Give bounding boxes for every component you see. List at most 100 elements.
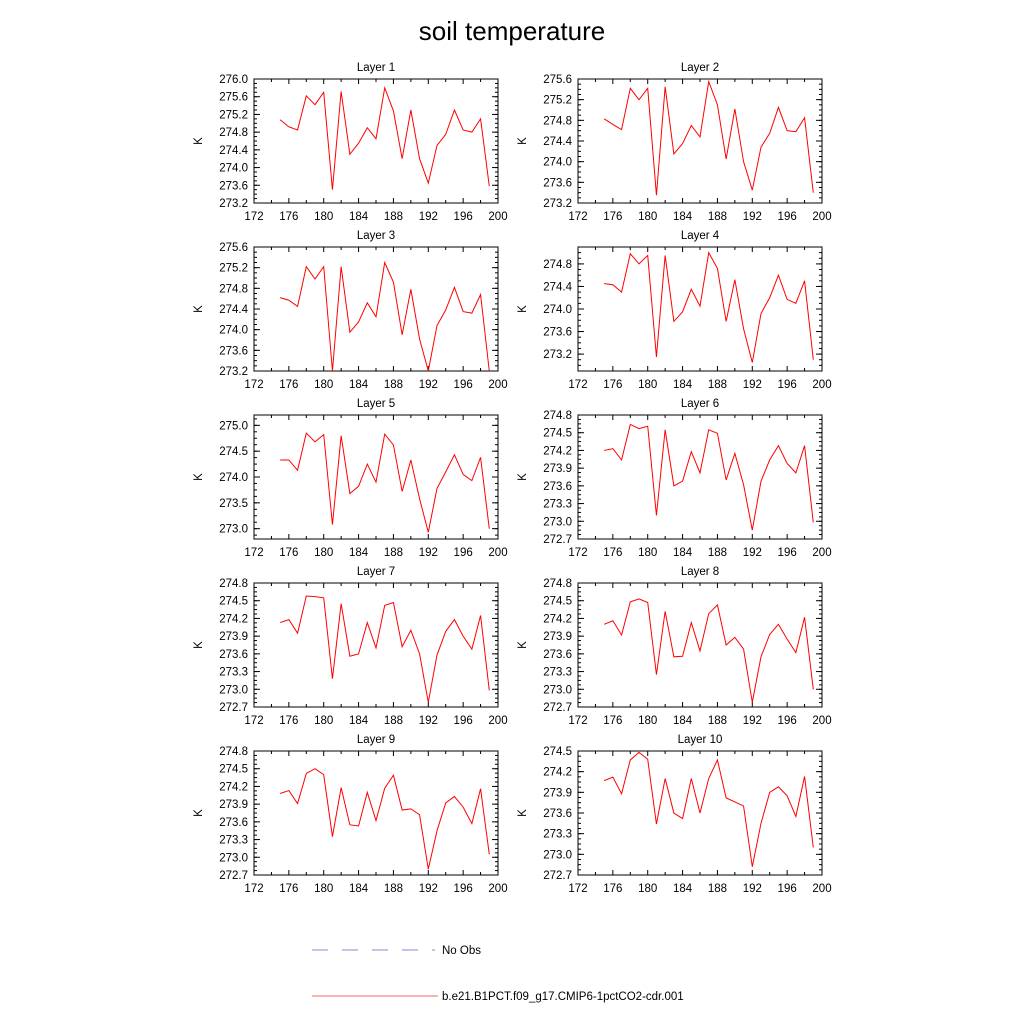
y-tick-label: 273.2 bbox=[219, 198, 248, 210]
x-tick-label: 180 bbox=[638, 883, 657, 895]
y-tick-label: 274.5 bbox=[543, 596, 572, 608]
x-tick-label: 200 bbox=[488, 211, 507, 223]
legend-model-label: b.e21.B1PCT.f09_g17.CMIP6-1pctCO2-cdr.00… bbox=[442, 991, 684, 1003]
series-line bbox=[604, 423, 814, 531]
panel-6: Layer 6 K 172 176 180 184 188 192 196 200 272.7 273… bbox=[517, 398, 832, 559]
x-tick-label: 184 bbox=[349, 379, 369, 391]
y-tick-label: 273.6 bbox=[543, 649, 572, 661]
y-tick-label: 275.2 bbox=[543, 95, 572, 107]
y-tick-label: 274.4 bbox=[219, 145, 248, 157]
y-tick-label: 274.8 bbox=[543, 115, 572, 127]
x-tick-label: 192 bbox=[743, 379, 762, 391]
plot-frame bbox=[577, 78, 823, 204]
y-tick-label: 272.7 bbox=[219, 702, 248, 714]
y-tick-label: 272.7 bbox=[543, 534, 572, 546]
y-tick-label: 274.5 bbox=[543, 428, 572, 440]
legend: No Obs b.e21.B1PCT.f09_g17.CMIP6-1pctCO2… bbox=[312, 945, 684, 1003]
plot-frame bbox=[253, 414, 499, 540]
panel-2: Layer 2 K 172 176 180 184 188 192 196 200 273.2 273… bbox=[517, 62, 832, 223]
y-axis-label: K bbox=[517, 473, 529, 481]
plot-frame bbox=[253, 246, 499, 372]
panel-title: Layer 3 bbox=[357, 230, 395, 242]
x-tick-label: 196 bbox=[454, 211, 473, 223]
y-tick-label: 274.0 bbox=[219, 163, 248, 175]
y-tick-label: 273.3 bbox=[543, 829, 572, 841]
y-tick-label: 273.2 bbox=[543, 349, 572, 361]
x-tick-label: 188 bbox=[384, 547, 403, 559]
y-axis-label: K bbox=[193, 473, 205, 481]
y-tick-label: 273.0 bbox=[219, 524, 248, 536]
panel-title: Layer 6 bbox=[681, 398, 719, 410]
x-tick-label: 200 bbox=[812, 211, 831, 223]
y-tick-label: 273.6 bbox=[219, 180, 248, 192]
y-tick-label: 273.5 bbox=[219, 498, 248, 510]
x-tick-label: 172 bbox=[244, 547, 263, 559]
series-line bbox=[279, 595, 490, 703]
x-tick-label: 188 bbox=[384, 715, 403, 727]
x-tick-label: 196 bbox=[454, 547, 473, 559]
y-tick-label: 274.8 bbox=[543, 410, 572, 422]
y-tick-label: 274.8 bbox=[543, 259, 572, 271]
x-tick-label: 172 bbox=[244, 211, 263, 223]
y-tick-label: 273.6 bbox=[543, 177, 572, 189]
series-line bbox=[604, 251, 814, 363]
y-tick-label: 275.0 bbox=[219, 420, 248, 432]
y-tick-label: 274.8 bbox=[219, 578, 248, 590]
plot-frame bbox=[253, 582, 499, 708]
panel-3: Layer 3 K 172 176 180 184 188 192 196 200 273.2 273… bbox=[193, 230, 508, 391]
panel-4: Layer 4 K 172 176 180 184 188 192 196 200 273.2 273… bbox=[517, 230, 832, 391]
plot-frame bbox=[253, 750, 499, 876]
y-tick-label: 275.6 bbox=[543, 74, 572, 86]
y-tick-label: 274.0 bbox=[219, 325, 248, 337]
x-tick-label: 172 bbox=[244, 379, 263, 391]
y-tick-label: 274.8 bbox=[219, 746, 248, 758]
x-tick-label: 192 bbox=[419, 883, 438, 895]
plot-frame bbox=[577, 582, 823, 708]
y-axis-label: K bbox=[193, 641, 205, 649]
series-line bbox=[603, 598, 814, 703]
x-tick-label: 184 bbox=[349, 883, 369, 895]
panel-title: Layer 10 bbox=[678, 734, 723, 746]
y-tick-label: 273.6 bbox=[543, 808, 572, 820]
y-tick-label: 273.0 bbox=[219, 852, 248, 864]
panel-title: Layer 9 bbox=[357, 734, 395, 746]
y-tick-label: 273.2 bbox=[543, 198, 572, 210]
x-tick-label: 188 bbox=[708, 715, 727, 727]
panel-title: Layer 5 bbox=[357, 398, 395, 410]
x-tick-label: 184 bbox=[349, 715, 369, 727]
y-tick-label: 273.0 bbox=[219, 684, 248, 696]
x-tick-label: 200 bbox=[488, 883, 507, 895]
x-tick-label: 176 bbox=[279, 211, 298, 223]
panels-grid: Layer 1 K 172 176 180 184 188 192 196 200 273.2 273… bbox=[193, 62, 832, 895]
y-tick-label: 273.9 bbox=[543, 787, 572, 799]
y-tick-label: 273.9 bbox=[543, 463, 572, 475]
plot-frame bbox=[577, 246, 823, 372]
y-tick-label: 273.9 bbox=[219, 631, 248, 643]
x-tick-label: 172 bbox=[568, 883, 587, 895]
x-tick-label: 192 bbox=[743, 547, 762, 559]
x-tick-label: 188 bbox=[708, 547, 727, 559]
x-tick-label: 200 bbox=[812, 547, 831, 559]
y-tick-label: 273.0 bbox=[543, 684, 572, 696]
y-tick-label: 274.2 bbox=[543, 445, 572, 457]
x-tick-label: 172 bbox=[568, 379, 587, 391]
y-tick-label: 275.6 bbox=[219, 242, 248, 254]
y-tick-label: 273.6 bbox=[219, 649, 248, 661]
y-tick-label: 274.4 bbox=[543, 281, 572, 293]
y-axis-label: K bbox=[517, 305, 529, 313]
y-tick-label: 274.5 bbox=[543, 746, 572, 758]
y-tick-label: 274.0 bbox=[543, 157, 572, 169]
panel-1: Layer 1 K 172 176 180 184 188 192 196 200 273.2 273… bbox=[193, 62, 508, 223]
x-tick-label: 200 bbox=[488, 547, 507, 559]
y-tick-label: 274.4 bbox=[219, 304, 248, 316]
x-tick-label: 180 bbox=[638, 211, 657, 223]
x-tick-label: 196 bbox=[778, 211, 797, 223]
y-tick-label: 273.6 bbox=[543, 481, 572, 493]
x-tick-label: 200 bbox=[488, 715, 507, 727]
x-tick-label: 176 bbox=[603, 715, 622, 727]
y-tick-label: 274.5 bbox=[219, 446, 248, 458]
y-tick-label: 273.3 bbox=[543, 499, 572, 511]
series-line bbox=[280, 432, 490, 533]
y-tick-label: 273.9 bbox=[543, 631, 572, 643]
x-tick-label: 184 bbox=[673, 211, 693, 223]
